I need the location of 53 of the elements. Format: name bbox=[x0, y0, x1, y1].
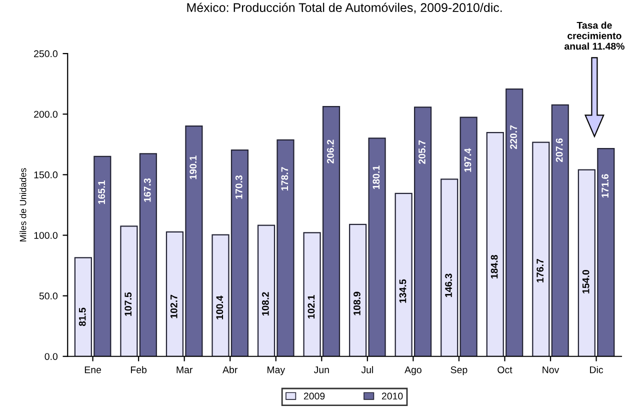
legend-label: 2010 bbox=[382, 392, 403, 400]
y-tick-label: 100.0 bbox=[34, 232, 58, 239]
x-tick-label: Oct bbox=[498, 366, 512, 374]
data-label: 178.7 bbox=[281, 167, 288, 190]
x-tick-label: Sep bbox=[450, 366, 468, 376]
y-tick-label: 250.0 bbox=[34, 50, 58, 58]
data-label: 134.5 bbox=[399, 279, 406, 303]
x-tick-label: Jun bbox=[314, 366, 329, 374]
y-tick-label: 0.0 bbox=[44, 353, 58, 360]
chart-title: México: Producción Total de Automóviles, 2009-2010/dic. bbox=[187, 2, 502, 14]
data-label: 184.8 bbox=[490, 254, 498, 278]
x-tick-label: Ago bbox=[404, 366, 422, 376]
data-label: 146.3 bbox=[445, 274, 452, 298]
y-tick-label: 50.0 bbox=[39, 292, 58, 300]
bar bbox=[551, 104, 569, 356]
data-label: 81.5 bbox=[78, 308, 86, 326]
data-label: 165.1 bbox=[98, 180, 106, 204]
data-label: 167.3 bbox=[144, 178, 151, 202]
data-label: 100.4 bbox=[216, 296, 224, 320]
x-tick-label: Abr bbox=[222, 366, 238, 374]
x-tick-label: Dic bbox=[590, 366, 604, 374]
x-tick-label: May bbox=[267, 366, 286, 376]
text: Tasa de crecimiento anual 11.48% bbox=[564, 22, 624, 50]
data-label: 197.4 bbox=[464, 148, 472, 172]
bar bbox=[120, 226, 138, 356]
data-label: 207.6 bbox=[556, 138, 563, 162]
data-label: 154.0 bbox=[582, 270, 590, 294]
x-tick-label: Feb bbox=[130, 366, 147, 374]
y-tick-label: 150.0 bbox=[34, 171, 58, 178]
data-label: 171.6 bbox=[602, 174, 609, 198]
x-tick-label: Ene bbox=[84, 366, 102, 374]
x-tick-label: Mar bbox=[176, 366, 193, 374]
data-label: 107.5 bbox=[124, 292, 132, 316]
data-label: 205.7 bbox=[418, 140, 426, 164]
data-label: 170.3 bbox=[235, 175, 242, 199]
data-label: 190.1 bbox=[190, 156, 197, 180]
x-tick-label: Nov bbox=[542, 366, 560, 374]
data-label: 176.7 bbox=[536, 259, 544, 282]
bar bbox=[139, 153, 157, 356]
y-tick-label: 200.0 bbox=[34, 110, 58, 118]
data-label: 108.2 bbox=[262, 292, 269, 316]
data-label: 102.1 bbox=[308, 295, 315, 318]
bar bbox=[460, 116, 478, 356]
data-label: 206.2 bbox=[326, 140, 334, 164]
bar bbox=[532, 142, 550, 356]
legend-label: 2009 bbox=[304, 392, 325, 400]
data-label: 180.1 bbox=[372, 166, 380, 190]
y-axis-title: Miles de Unidades bbox=[20, 168, 26, 242]
bar bbox=[440, 178, 458, 356]
x-tick-label: Jul bbox=[361, 366, 373, 374]
data-label: 108.9 bbox=[354, 292, 360, 316]
data-label: 220.7 bbox=[510, 125, 517, 149]
data-label: 102.7 bbox=[170, 294, 178, 318]
